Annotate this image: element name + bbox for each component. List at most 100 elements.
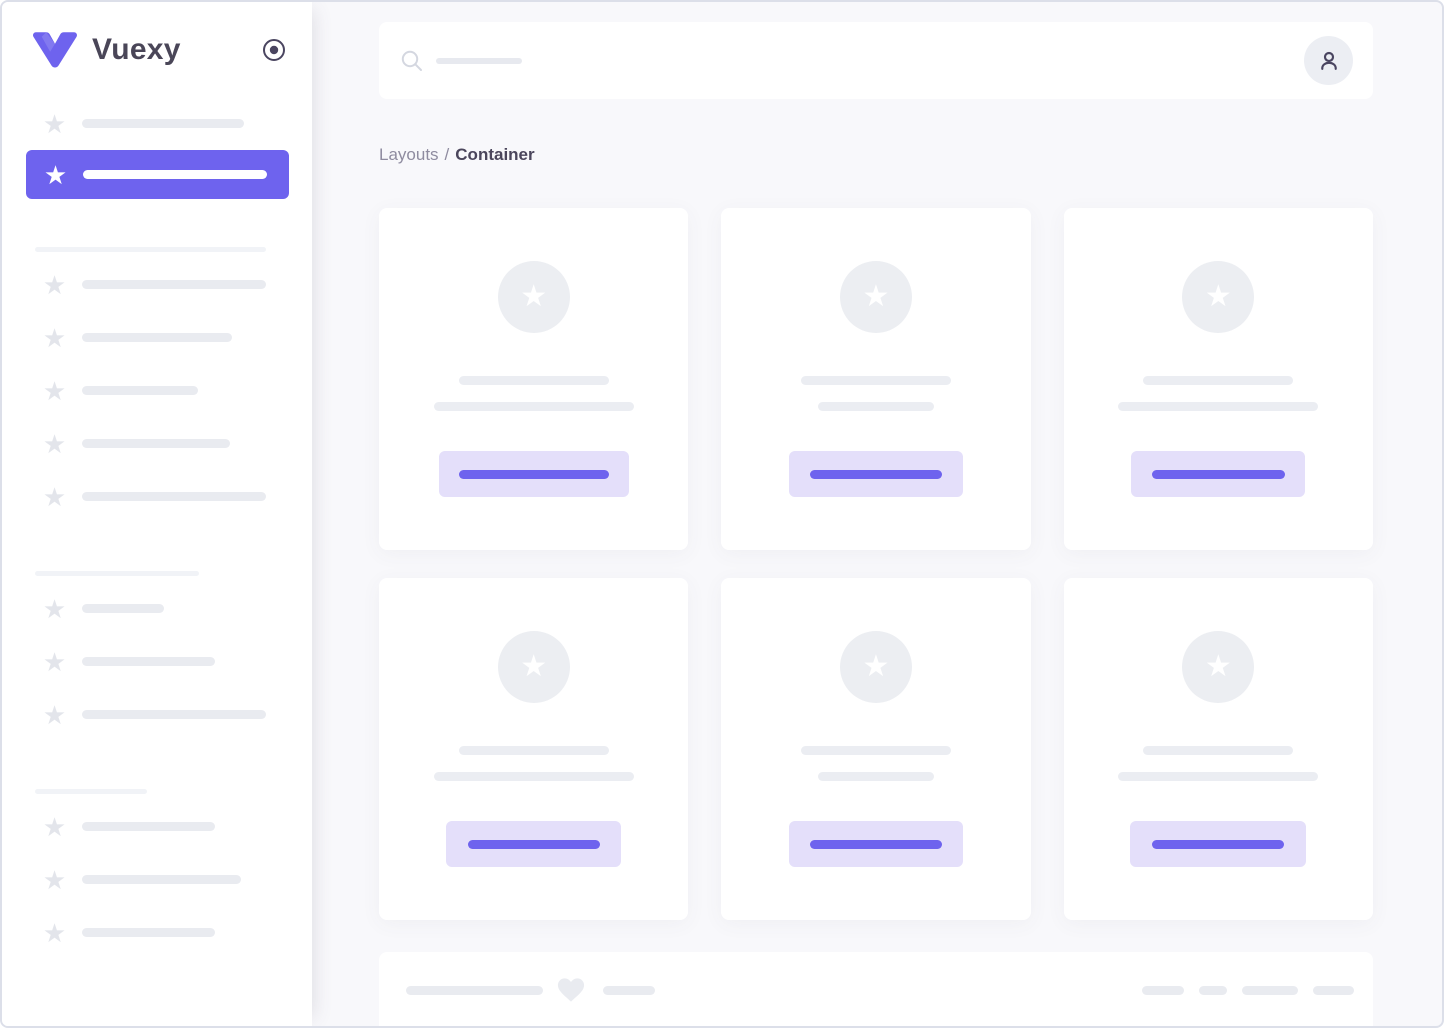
card: ★ bbox=[721, 208, 1031, 550]
card: ★ bbox=[1063, 208, 1373, 550]
brand-name: Vuexy bbox=[92, 32, 181, 66]
cards-grid: ★ ★ ★ ★ ★ ★ bbox=[379, 208, 1373, 920]
sidebar: Vuexy ★ ★ ★ ★ ★ ★ ★ ★ ★ ★ ★ ★ ★ bbox=[2, 2, 312, 1026]
card: ★ bbox=[379, 578, 689, 920]
sidebar-item[interactable]: ★ bbox=[2, 417, 312, 470]
star-icon: ★ bbox=[839, 631, 912, 703]
sidebar-item[interactable]: ★ bbox=[2, 364, 312, 417]
vuexy-logo-icon bbox=[32, 31, 78, 69]
sidebar-item[interactable]: ★ bbox=[2, 853, 312, 906]
avatar[interactable] bbox=[1304, 36, 1353, 85]
card-subtitle-placeholder bbox=[433, 772, 634, 781]
card-button[interactable] bbox=[446, 821, 622, 867]
nav-label-placeholder bbox=[83, 170, 267, 179]
sidebar-item[interactable]: ★ bbox=[2, 582, 312, 635]
card-subtitle-placeholder bbox=[1118, 772, 1319, 781]
star-icon: ★ bbox=[42, 322, 67, 353]
star-icon: ★ bbox=[497, 631, 570, 703]
sidebar-item[interactable]: ★ bbox=[2, 688, 312, 741]
star-icon: ★ bbox=[1182, 261, 1255, 333]
card-title-placeholder bbox=[458, 376, 609, 385]
sidebar-item-active[interactable]: ★ bbox=[26, 150, 289, 199]
sidebar-item[interactable]: ★ bbox=[2, 635, 312, 688]
nav-label-placeholder bbox=[82, 333, 232, 342]
nav-label-placeholder bbox=[82, 710, 266, 719]
nav-label-placeholder bbox=[82, 439, 230, 448]
nav-label-placeholder bbox=[82, 492, 266, 501]
sidebar-item[interactable]: ★ bbox=[2, 97, 312, 150]
card-button[interactable] bbox=[438, 451, 629, 497]
card-button[interactable] bbox=[788, 451, 963, 497]
card-button-label-placeholder bbox=[1152, 839, 1285, 849]
star-icon: ★ bbox=[42, 375, 67, 406]
card-button[interactable] bbox=[1131, 451, 1306, 497]
nav-label-placeholder bbox=[82, 604, 164, 613]
search-icon bbox=[401, 50, 423, 72]
star-icon: ★ bbox=[42, 593, 67, 624]
nav-label-placeholder bbox=[82, 657, 215, 666]
nav-section-heading-placeholder bbox=[35, 789, 147, 794]
breadcrumb-current: Container bbox=[455, 145, 535, 164]
star-icon: ★ bbox=[42, 811, 67, 842]
card: ★ bbox=[721, 578, 1031, 920]
heart-icon bbox=[557, 977, 585, 1003]
nav-section-heading-placeholder bbox=[35, 571, 199, 576]
star-icon: ★ bbox=[42, 646, 67, 677]
radio-dot-icon[interactable] bbox=[262, 38, 286, 62]
search-input[interactable] bbox=[401, 50, 1304, 72]
card-button-label-placeholder bbox=[1151, 469, 1285, 479]
star-icon: ★ bbox=[42, 917, 67, 948]
card-title-placeholder bbox=[800, 376, 951, 385]
card-subtitle-placeholder bbox=[1118, 402, 1319, 411]
footer-link-placeholder bbox=[1242, 985, 1298, 995]
footer-links bbox=[1142, 985, 1354, 995]
search-placeholder-bar bbox=[436, 57, 522, 64]
nav-label-placeholder bbox=[82, 119, 244, 128]
card-button[interactable] bbox=[788, 821, 963, 867]
sidebar-item[interactable]: ★ bbox=[2, 800, 312, 853]
star-icon: ★ bbox=[42, 269, 67, 300]
main-content: Layouts / Container ★ ★ ★ ★ ★ ★ bbox=[312, 2, 1442, 1026]
footer bbox=[379, 952, 1373, 1026]
sidebar-nav: ★ ★ ★ ★ ★ ★ ★ ★ ★ ★ ★ ★ ★ bbox=[2, 97, 312, 959]
breadcrumb-separator: / bbox=[444, 145, 450, 164]
star-icon: ★ bbox=[42, 864, 67, 895]
card-title-placeholder bbox=[458, 746, 609, 755]
star-icon: ★ bbox=[42, 108, 67, 139]
footer-left-bar-1 bbox=[406, 985, 543, 995]
card: ★ bbox=[1063, 578, 1373, 920]
sidebar-item[interactable]: ★ bbox=[2, 258, 312, 311]
card-button-label-placeholder bbox=[458, 469, 609, 479]
card-subtitle-placeholder bbox=[433, 402, 634, 411]
card-subtitle-placeholder bbox=[817, 402, 934, 411]
footer-link-placeholder bbox=[1142, 985, 1184, 995]
card-title-placeholder bbox=[800, 746, 951, 755]
nav-label-placeholder bbox=[82, 386, 198, 395]
star-icon: ★ bbox=[42, 699, 67, 730]
star-icon: ★ bbox=[42, 428, 67, 459]
card-title-placeholder bbox=[1143, 746, 1294, 755]
nav-label-placeholder bbox=[82, 280, 266, 289]
sidebar-item[interactable]: ★ bbox=[2, 470, 312, 523]
nav-label-placeholder bbox=[82, 928, 215, 937]
nav-section-heading-placeholder bbox=[35, 247, 266, 252]
topbar bbox=[379, 22, 1373, 99]
star-icon: ★ bbox=[1182, 631, 1255, 703]
sidebar-item[interactable]: ★ bbox=[2, 311, 312, 364]
nav-label-placeholder bbox=[82, 822, 215, 831]
footer-link-placeholder bbox=[1199, 985, 1227, 995]
footer-left-bar-2 bbox=[603, 985, 655, 995]
card-button-label-placeholder bbox=[467, 839, 600, 849]
brand: Vuexy bbox=[2, 2, 312, 97]
star-icon: ★ bbox=[839, 261, 912, 333]
star-icon: ★ bbox=[497, 261, 570, 333]
card-button-label-placeholder bbox=[809, 469, 942, 479]
star-icon: ★ bbox=[43, 159, 68, 190]
sidebar-item[interactable]: ★ bbox=[2, 906, 312, 959]
breadcrumb-parent[interactable]: Layouts bbox=[379, 145, 439, 164]
card: ★ bbox=[379, 208, 689, 550]
card-button-label-placeholder bbox=[809, 839, 942, 849]
footer-inner bbox=[379, 952, 1373, 1026]
card-button[interactable] bbox=[1130, 821, 1307, 867]
